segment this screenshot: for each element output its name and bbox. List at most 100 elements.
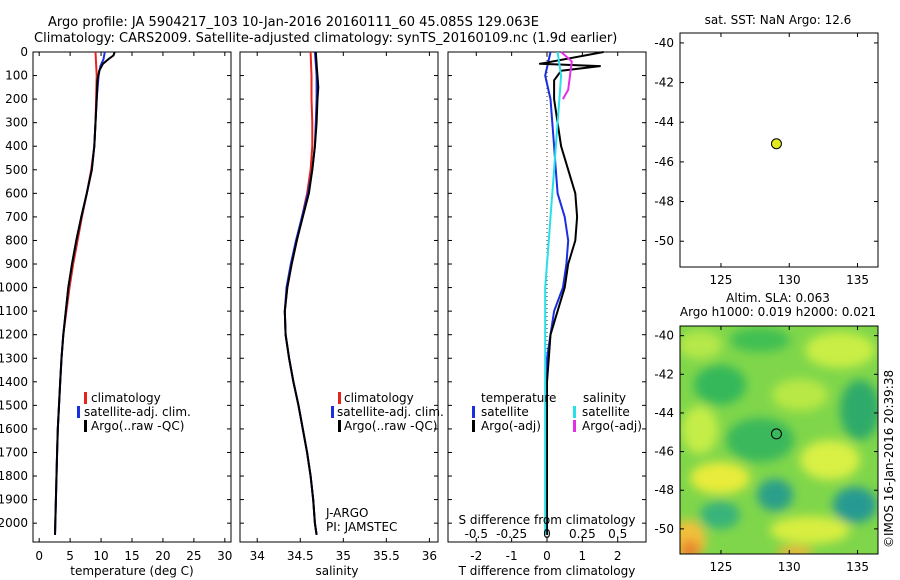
lon-tick-label: 135: [846, 560, 869, 574]
legend-label-satellite-adj: satellite-adj. clim.: [84, 405, 191, 419]
depth-tick-label: 1200: [0, 328, 28, 342]
lat-tick-label: -40: [654, 329, 674, 343]
depth-tick-label: 600: [5, 186, 28, 200]
legend-label-argo-raw: Argo(..raw -QC): [91, 419, 184, 433]
legend-swatch-argo-raw: [84, 420, 87, 432]
x-tick-label: 35.5: [373, 549, 400, 563]
x-tick-label: 35: [336, 549, 351, 563]
series-line-t-argo-adj: [538, 51, 604, 535]
sla-map-title-line1: Altim. SLA: 0.063: [726, 291, 830, 305]
legend-swatch-climatology: [338, 392, 341, 404]
legend-label-t-satellite: satellite: [481, 405, 529, 419]
x-tick-label: 10: [93, 549, 108, 563]
x-tick-label: 30: [217, 549, 232, 563]
depth-tick-label: 1900: [0, 493, 28, 507]
depth-tick-label: 400: [5, 139, 28, 153]
legend-swatch-satellite-adj: [77, 406, 80, 418]
x-tick-label: 2: [614, 549, 622, 563]
legend-label-satellite-adj: satellite-adj. clim.: [337, 405, 444, 419]
imos-credit: ©IMOS 16-Jan-2016 20:39:38: [882, 370, 896, 548]
lon-tick-label: 130: [778, 273, 801, 287]
depth-tick-label: 1800: [0, 469, 28, 483]
lon-tick-label: 130: [778, 560, 801, 574]
x-tick-label: 25: [186, 549, 201, 563]
legend-label-argo-raw: Argo(..raw -QC): [344, 419, 437, 433]
legend-swatch-s-argo: [573, 420, 576, 432]
lat-tick-label: -42: [654, 367, 674, 381]
difference-legend: temperature satellite Argo(-adj) salinit…: [472, 391, 642, 433]
sla-map-panel: Altim. SLA: 0.063 Argo h1000: 0.019 h200…: [654, 291, 879, 574]
argo-float-position-marker: [770, 138, 782, 150]
salinity-panel: 34 34.5 35 35.5 36 salinity climatology sate…: [239, 51, 444, 578]
sst-map-frame: [679, 32, 879, 268]
depth-tick-label: 0: [20, 45, 28, 59]
sla-map-title-line2: Argo h1000: 0.019 h2000: 0.021: [680, 305, 876, 319]
lat-tick-label: -42: [654, 76, 674, 90]
depth-tick-label: 200: [5, 92, 28, 106]
depth-tick-label: 1500: [0, 398, 28, 412]
temperature-plot-frame: [32, 51, 232, 543]
lat-tick-label: -46: [654, 445, 674, 459]
temperature-axis-label: temperature (deg C): [70, 564, 193, 578]
sla-heatmap: [680, 326, 878, 554]
sst-map-panel: sat. SST: NaN Argo: 12.6 125 130 135 -40 -42…: [654, 13, 879, 287]
x-tick-label: 5: [66, 549, 74, 563]
x-tick-label: 20: [155, 549, 170, 563]
lat-tick-label: -40: [654, 36, 674, 50]
legend-label-climatology: climatology: [344, 391, 414, 405]
lat-tick-label: -50: [654, 522, 674, 536]
depth-tick-label: 500: [5, 163, 28, 177]
s-tick-label: -0.5: [465, 527, 488, 541]
depth-tick-label: 1700: [0, 445, 28, 459]
depth-tick-label: 1000: [0, 281, 28, 295]
x-tick-label: -1: [506, 549, 518, 563]
x-tick-label: 34: [250, 549, 265, 563]
depth-tick-label: 2000: [0, 516, 28, 530]
depth-tick-label: 100: [5, 69, 28, 83]
depth-tick-label: 300: [5, 116, 28, 130]
legend-label-s-argo: Argo(-adj): [582, 419, 642, 433]
depth-tick-label: 900: [5, 257, 28, 271]
lon-tick-label: 125: [710, 273, 733, 287]
s-tick-label: -0.25: [496, 527, 527, 541]
depth-tick-label: 1400: [0, 375, 28, 389]
temperature-panel: 0100200300400500600700800900100011001200…: [0, 45, 232, 578]
depth-tick-label: 700: [5, 210, 28, 224]
lat-tick-label: -46: [654, 155, 674, 169]
float-program-label: J-ARGO: [325, 506, 368, 520]
lat-tick-label: -48: [654, 195, 674, 209]
s-tick-label: 0: [543, 527, 551, 541]
salinity-axis-label: salinity: [315, 564, 358, 578]
x-tick-label: 0: [35, 549, 43, 563]
series-line-s-satellite: [544, 51, 563, 535]
depth-tick-label: 1300: [0, 351, 28, 365]
salinity-plot-frame: [239, 51, 439, 543]
legend-label-s-satellite: satellite: [582, 405, 630, 419]
legend-swatch-t-satellite: [472, 406, 475, 418]
depth-tick-label: 800: [5, 233, 28, 247]
series-line-argo-raw-qc: [283, 51, 320, 536]
legend-swatch-t-argo: [472, 420, 475, 432]
sst-map-title: sat. SST: NaN Argo: 12.6: [705, 13, 852, 27]
x-tick-label: 15: [124, 549, 139, 563]
lon-tick-label: 135: [846, 273, 869, 287]
lat-tick-label: -44: [654, 115, 674, 129]
legend-swatch-climatology: [84, 392, 87, 404]
x-tick-label: 0: [543, 549, 551, 563]
legend-swatch-s-satellite: [573, 406, 576, 418]
legend-heading-salinity: salinity: [583, 391, 626, 405]
difference-panel: -2 -1 0 1 2 -0.5 -0.25 0 0.25 0.5 S difference fr…: [447, 51, 647, 578]
float-pi-label: PI: JAMSTEC: [326, 520, 397, 534]
x-tick-label: 36: [422, 549, 437, 563]
argo-float-position-marker: [770, 428, 782, 440]
s-tick-label: 0.25: [569, 527, 596, 541]
lat-tick-label: -48: [654, 483, 674, 497]
s-tick-label: 0.5: [608, 527, 627, 541]
s-difference-axis-label: S difference from climatology: [459, 513, 636, 527]
x-tick-label: 1: [579, 549, 587, 563]
sla-map-frame: [679, 325, 879, 555]
legend-heading-temperature: temperature: [481, 391, 556, 405]
legend-label-climatology: climatology: [91, 391, 161, 405]
legend-label-t-argo: Argo(-adj): [481, 419, 541, 433]
